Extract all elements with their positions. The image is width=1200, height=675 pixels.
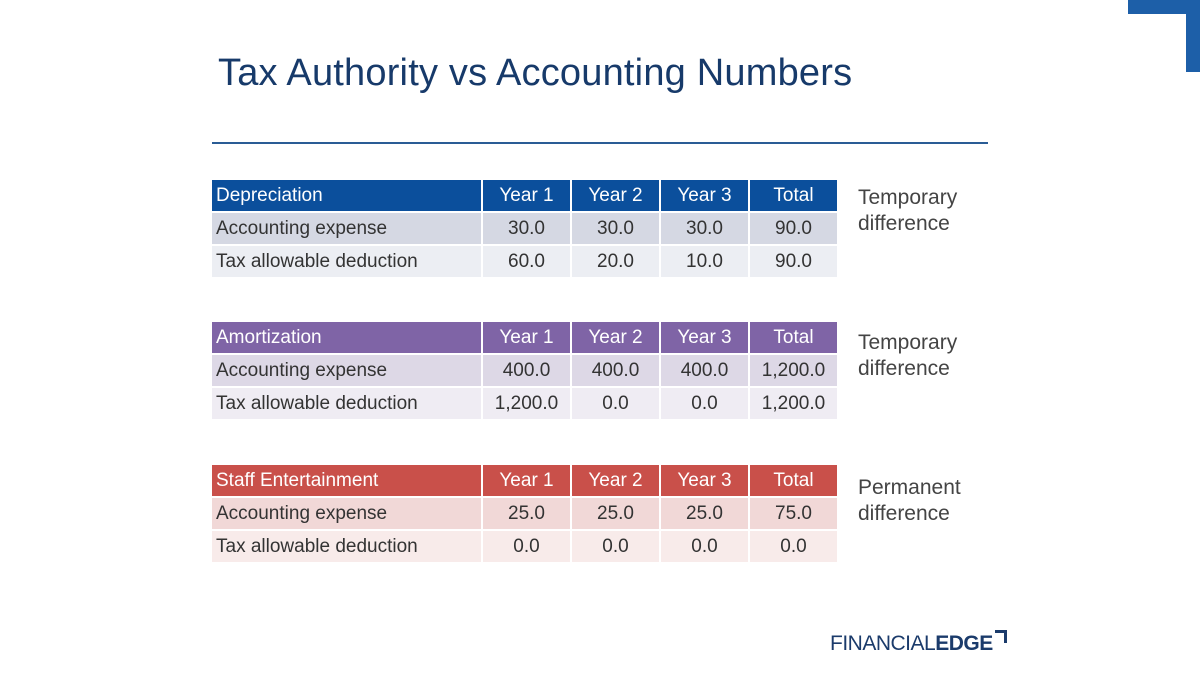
column-year-2: Year 2	[571, 322, 661, 355]
cell-value: 30.0	[482, 212, 572, 246]
cell-value: 0.0	[660, 387, 750, 421]
cell-value: 60.0	[482, 245, 572, 279]
cell-total: 90.0	[749, 212, 839, 246]
table-row: Tax allowable deduction 0.0 0.0 0.0 0.0	[212, 530, 839, 564]
cell-value: 400.0	[660, 354, 750, 388]
cell-value: 25.0	[660, 497, 750, 531]
note-line: difference	[858, 212, 950, 235]
financial-edge-logo: FINANCIAL EDGE	[830, 630, 1007, 656]
row-label: Tax allowable deduction	[212, 530, 483, 564]
cell-value: 30.0	[571, 212, 661, 246]
column-year-3: Year 3	[660, 322, 750, 355]
cell-value: 25.0	[571, 497, 661, 531]
cell-total: 75.0	[749, 497, 839, 531]
page-title: Tax Authority vs Accounting Numbers	[218, 52, 853, 94]
staff-difference-note: Permanent difference	[858, 475, 961, 527]
cell-value: 0.0	[482, 530, 572, 564]
row-label: Accounting expense	[212, 212, 483, 246]
column-total: Total	[749, 465, 839, 498]
column-year-1: Year 1	[482, 465, 572, 498]
note-line: difference	[858, 357, 950, 380]
cell-value: 30.0	[660, 212, 750, 246]
table-header-row: Depreciation Year 1 Year 2 Year 3 Total	[212, 180, 839, 213]
table-category: Amortization	[212, 322, 483, 355]
title-divider	[212, 142, 988, 144]
table-category: Staff Entertainment	[212, 465, 483, 498]
table-category: Depreciation	[212, 180, 483, 213]
column-total: Total	[749, 180, 839, 213]
table-header-row: Staff Entertainment Year 1 Year 2 Year 3…	[212, 465, 839, 498]
cell-total: 1,200.0	[749, 387, 839, 421]
column-year-1: Year 1	[482, 322, 572, 355]
cell-total: 0.0	[749, 530, 839, 564]
staff-entertainment-table: Staff Entertainment Year 1 Year 2 Year 3…	[212, 465, 839, 564]
cell-value: 400.0	[482, 354, 572, 388]
logo-corner-icon	[994, 630, 1007, 643]
column-year-1: Year 1	[482, 180, 572, 213]
cell-value: 10.0	[660, 245, 750, 279]
note-line: difference	[858, 502, 950, 525]
cell-value: 1,200.0	[482, 387, 572, 421]
note-line: Temporary	[858, 186, 958, 209]
row-label: Accounting expense	[212, 354, 483, 388]
table-row: Tax allowable deduction 1,200.0 0.0 0.0 …	[212, 387, 839, 421]
column-year-2: Year 2	[571, 180, 661, 213]
table-row: Accounting expense 30.0 30.0 30.0 90.0	[212, 212, 839, 246]
cell-value: 400.0	[571, 354, 661, 388]
corner-decoration	[1128, 0, 1200, 72]
table-row: Tax allowable deduction 60.0 20.0 10.0 9…	[212, 245, 839, 279]
depreciation-difference-note: Temporary difference	[858, 185, 957, 237]
table-row: Accounting expense 25.0 25.0 25.0 75.0	[212, 497, 839, 531]
row-label: Accounting expense	[212, 497, 483, 531]
row-label: Tax allowable deduction	[212, 387, 483, 421]
column-total: Total	[749, 322, 839, 355]
cell-value: 25.0	[482, 497, 572, 531]
logo-text-financial: FINANCIAL	[830, 632, 936, 655]
note-line: Permanent	[858, 476, 961, 499]
amortization-difference-note: Temporary difference	[858, 330, 957, 382]
cell-total: 1,200.0	[749, 354, 839, 388]
cell-value: 0.0	[660, 530, 750, 564]
column-year-2: Year 2	[571, 465, 661, 498]
column-year-3: Year 3	[660, 180, 750, 213]
cell-value: 0.0	[571, 530, 661, 564]
cell-total: 90.0	[749, 245, 839, 279]
amortization-table: Amortization Year 1 Year 2 Year 3 Total …	[212, 322, 839, 421]
note-line: Temporary	[858, 331, 958, 354]
logo-text-edge: EDGE	[935, 632, 993, 655]
table-row: Accounting expense 400.0 400.0 400.0 1,2…	[212, 354, 839, 388]
column-year-3: Year 3	[660, 465, 750, 498]
cell-value: 0.0	[571, 387, 661, 421]
depreciation-table: Depreciation Year 1 Year 2 Year 3 Total …	[212, 180, 839, 279]
row-label: Tax allowable deduction	[212, 245, 483, 279]
table-header-row: Amortization Year 1 Year 2 Year 3 Total	[212, 322, 839, 355]
cell-value: 20.0	[571, 245, 661, 279]
